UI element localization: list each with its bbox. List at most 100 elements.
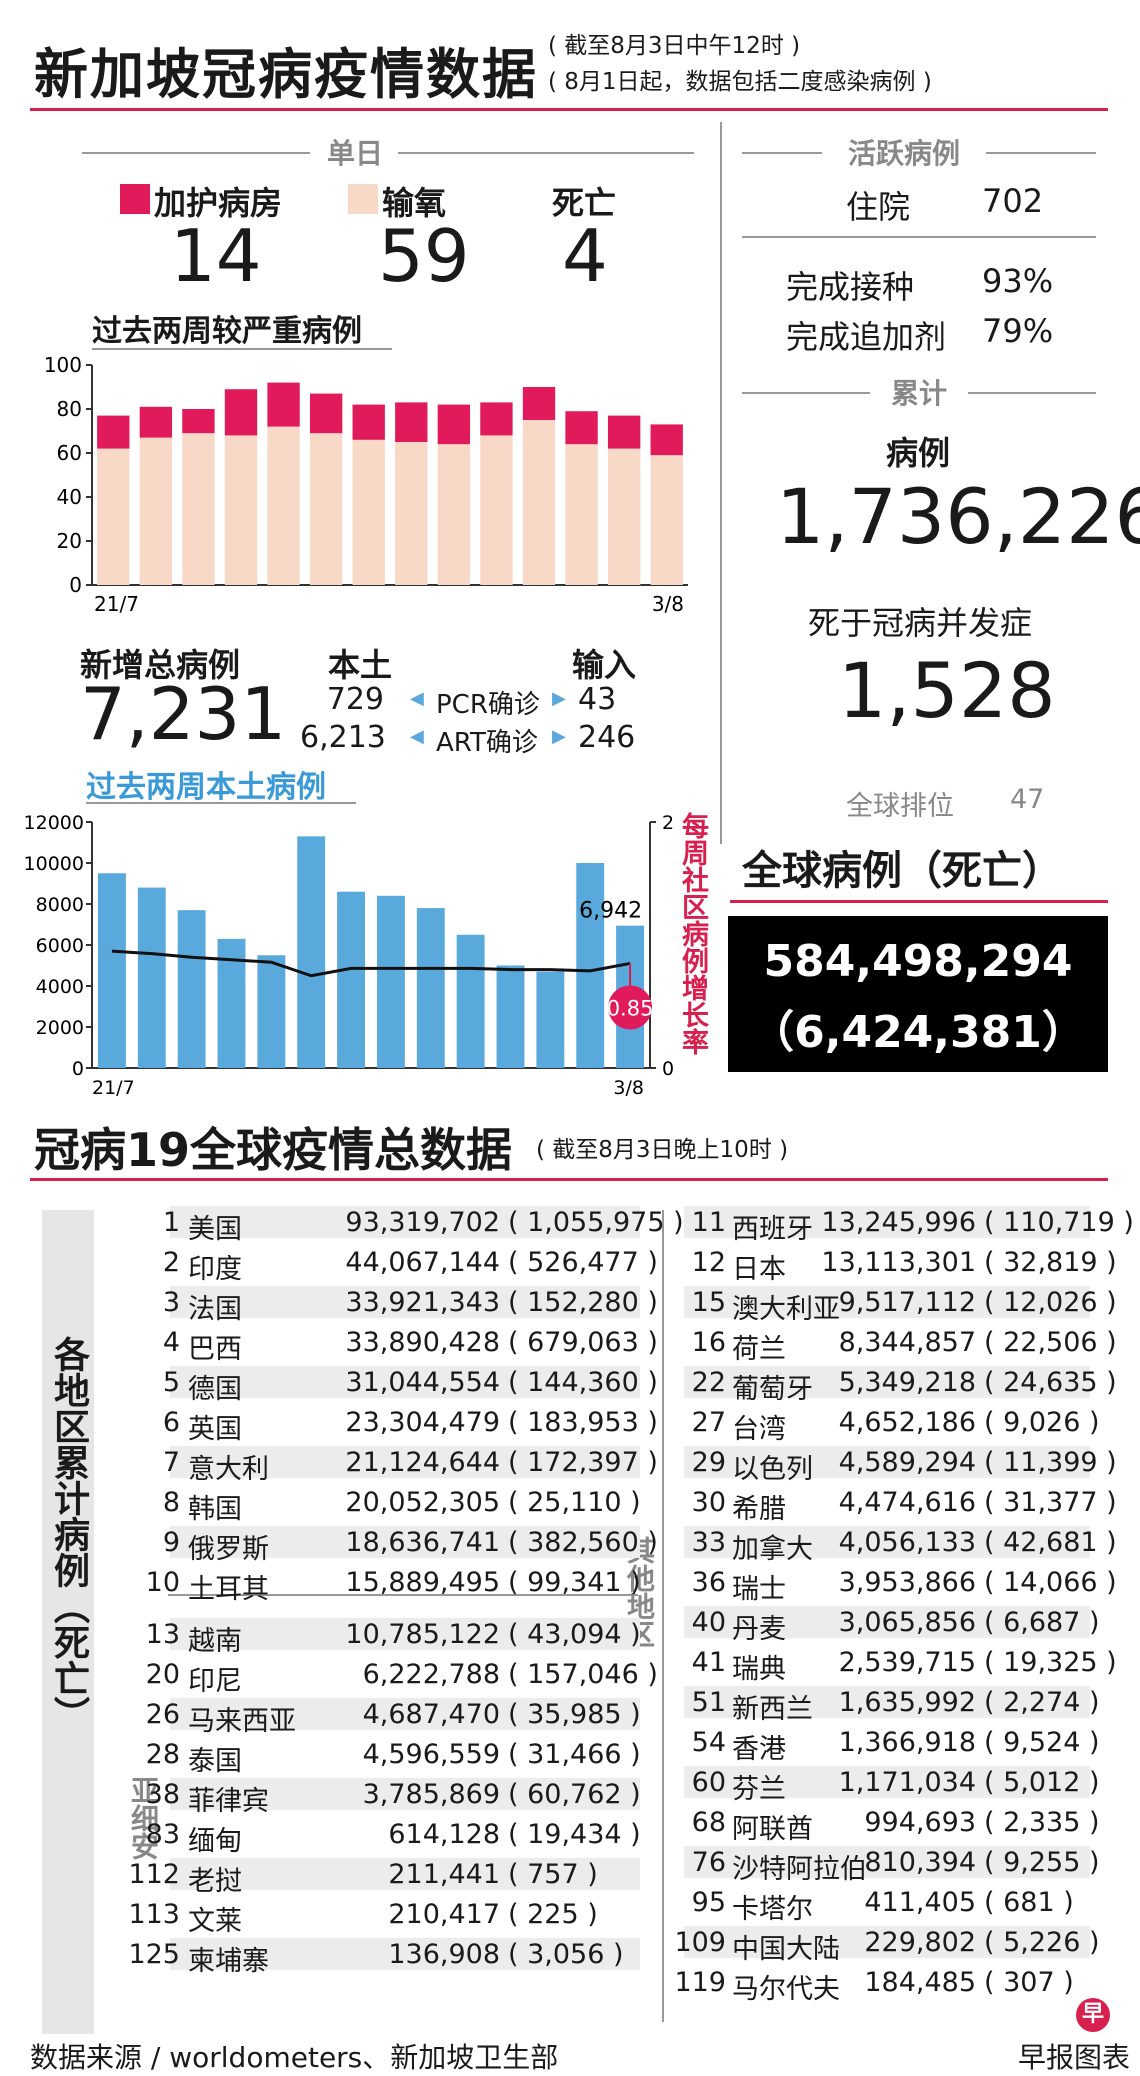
cases-cell: 13,113,301 <box>821 1247 976 1278</box>
y2-tick-label: 0 <box>662 1058 674 1080</box>
imported-label: 输入 <box>572 646 637 684</box>
country-cell: 葡萄牙 <box>732 1374 813 1405</box>
bar-local-cases <box>337 891 366 1068</box>
oxygen-label: 输氧 <box>382 184 447 222</box>
rank-cell: 33 <box>691 1527 726 1558</box>
hospitalised-label: 住院 <box>846 188 911 226</box>
rank-cell: 29 <box>691 1447 726 1478</box>
table-row: 40 丹麦 3,065,856 ( 6,687 ) <box>674 1604 1100 1645</box>
country-cell: 加拿大 <box>732 1534 813 1565</box>
deaths-cell: ( 5,012 ) <box>984 1767 1100 1798</box>
y-tick-label: 6000 <box>36 935 84 957</box>
table-row: 16 荷兰 8,344,857 ( 22,506 ) <box>674 1324 1117 1365</box>
rank-cell: 41 <box>691 1647 726 1678</box>
country-cell: 阿联酋 <box>732 1814 813 1845</box>
cases-cell: 1,366,918 <box>838 1727 976 1758</box>
table-row: 33 加拿大 4,056,133 ( 42,681 ) <box>674 1524 1117 1565</box>
cases-cell: 44,067,144 <box>345 1247 500 1278</box>
bar-local-cases <box>177 910 206 1068</box>
bar-icu <box>97 415 130 449</box>
country-cell: 英国 <box>188 1414 242 1445</box>
chart-local-cases: 0 2000 4000 6000 8000 10000 12000 0 2 6,942 0.85 21… <box>24 812 675 1099</box>
cases-cell: 23,304,479 <box>345 1407 500 1438</box>
country-cell: 土耳其 <box>188 1574 269 1605</box>
vaccinated-value: 93% <box>982 262 1054 300</box>
country-cell: 印尼 <box>188 1666 242 1697</box>
header-rule <box>30 108 1108 111</box>
x-end-label: 3/8 <box>652 592 684 616</box>
vaccinated-label: 完成接种 <box>786 268 915 306</box>
page-title: 新加坡冠病疫情数据 <box>34 43 538 106</box>
rank-cell: 54 <box>691 1727 726 1758</box>
cases-cell: 33,921,343 <box>345 1287 500 1318</box>
chart-severe-cases: 0 20 40 60 80 100 21/7 3/8 <box>44 355 688 616</box>
cumulative-heading: 累计 <box>890 377 947 410</box>
table-row: 51 新西兰 1,635,992 ( 2,274 ) <box>674 1684 1100 1725</box>
country-cell: 日本 <box>732 1254 786 1285</box>
country-cell: 马尔代夫 <box>732 1974 840 2005</box>
cases-cell: 6,222,788 <box>362 1659 500 1690</box>
deaths-cell: ( 1,055,975 ) <box>508 1207 684 1238</box>
cases-cell: 4,056,133 <box>838 1527 976 1558</box>
table-row: 41 瑞典 2,539,715 ( 19,325 ) <box>674 1644 1117 1685</box>
cases-cell: 20,052,305 <box>345 1487 500 1518</box>
death-value: 4 <box>562 214 608 298</box>
bar-oxygen <box>352 439 385 585</box>
deaths-cell: ( 681 ) <box>984 1887 1074 1918</box>
country-cell: 德国 <box>188 1374 242 1405</box>
table-row: 4 巴西 33,890,428 ( 679,063 ) <box>140 1324 658 1365</box>
cases-cell: 8,344,857 <box>838 1327 976 1358</box>
table-row: 13 越南 10,785,122 ( 43,094 ) <box>140 1616 641 1657</box>
deaths-cell: ( 110,719 ) <box>984 1207 1134 1238</box>
rank-cell: 1 <box>162 1207 180 1238</box>
global-cases-box: 584,498,294 （6,424,381） <box>728 916 1108 1072</box>
bar-local-cases <box>297 836 326 1068</box>
rank-cell: 109 <box>674 1927 726 1958</box>
deaths-cell: ( 14,066 ) <box>984 1567 1117 1598</box>
x-start-label: 21/7 <box>94 592 139 616</box>
cases-cell: 33,890,428 <box>345 1327 500 1358</box>
bar-oxygen <box>437 444 471 585</box>
country-cell: 卡塔尔 <box>732 1894 813 1925</box>
country-cell: 缅甸 <box>188 1826 242 1857</box>
rank-cell: 27 <box>691 1407 726 1438</box>
cases-cell: 21,124,644 <box>345 1447 500 1478</box>
bar-oxygen <box>309 433 343 585</box>
global-deaths-value: （6,424,381） <box>750 1007 1086 1058</box>
deaths-cell: ( 12,026 ) <box>984 1287 1117 1318</box>
cases-cell: 4,474,616 <box>838 1487 976 1518</box>
table-row: 15 澳大利亚 9,517,112 ( 12,026 ) <box>674 1284 1117 1325</box>
growth-rate-axis-label: 每周社区病例增长率 <box>677 812 708 1055</box>
local-label: 本土 <box>328 646 393 684</box>
table-row: 109 中国大陆 229,802 ( 5,226 ) <box>674 1924 1100 1965</box>
art-import-value: 246 <box>578 720 636 755</box>
bar-local-cases <box>376 895 405 1068</box>
bar-local-cases <box>416 908 445 1068</box>
cases-cell: 93,319,702 <box>345 1207 500 1238</box>
x-start-label: 21/7 <box>92 1077 135 1099</box>
cumulative-cases-label: 病例 <box>886 434 951 472</box>
country-cell: 瑞士 <box>732 1574 786 1605</box>
y-tick-label: 0 <box>72 1058 84 1080</box>
bar-local-cases <box>496 965 525 1068</box>
growth-rate-value: 0.85 <box>607 996 654 1020</box>
bar-icu <box>139 406 173 438</box>
deaths-cell: ( 35,985 ) <box>508 1699 641 1730</box>
death-label: 死亡 <box>552 184 617 222</box>
y-tick-label: 10000 <box>24 853 84 875</box>
cases-cell: 184,485 <box>864 1967 976 1998</box>
rank-cell: 125 <box>128 1939 180 1970</box>
deaths-cell: ( 25,110 ) <box>508 1487 641 1518</box>
rank-cell: 68 <box>691 1807 726 1838</box>
deaths-cell: ( 2,274 ) <box>984 1687 1100 1718</box>
bar-icu <box>309 393 343 434</box>
deaths-cell: ( 11,399 ) <box>984 1447 1117 1478</box>
deaths-cell: ( 3,056 ) <box>508 1939 624 1970</box>
country-cell: 印度 <box>188 1254 242 1285</box>
bar-oxygen <box>395 442 428 585</box>
deaths-cell: ( 307 ) <box>984 1967 1074 1998</box>
cases-cell: 15,889,495 <box>345 1567 500 1598</box>
deaths-cell: ( 24,635 ) <box>984 1367 1117 1398</box>
rank-cell: 5 <box>162 1367 180 1398</box>
growth-rate-line <box>111 949 631 978</box>
